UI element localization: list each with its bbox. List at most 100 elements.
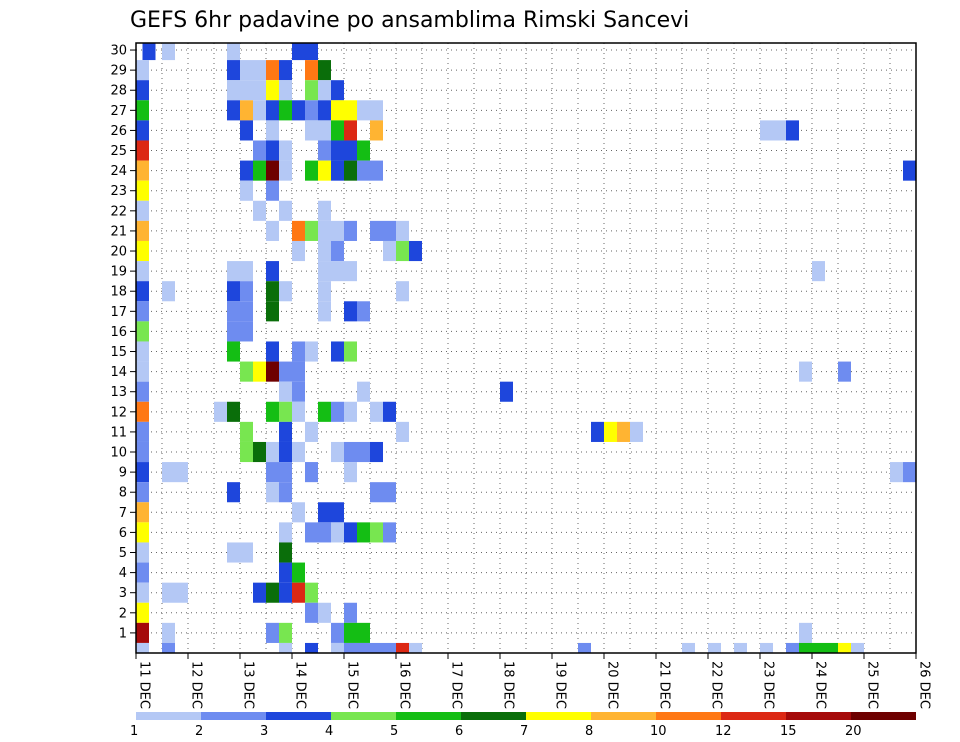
heatmap-cell: [344, 622, 357, 643]
heatmap-cell: [344, 441, 357, 463]
heatmap-cell: [279, 140, 292, 161]
heatmap-cell: [175, 462, 188, 483]
legend-label: 1: [130, 724, 138, 739]
heatmap-cell: [136, 401, 149, 422]
heatmap-cell: [318, 401, 331, 422]
x-tick-label: 26 DEC: [917, 661, 932, 709]
legend-color-swatch: [851, 712, 916, 720]
heatmap-cell: [227, 542, 240, 563]
y-tick-label: 8: [119, 486, 127, 501]
heatmap-cell: [370, 160, 383, 181]
heatmap-cell: [383, 642, 396, 653]
heatmap-cell: [396, 220, 409, 241]
heatmap-cell: [292, 361, 305, 382]
heatmap-cell: [617, 421, 630, 442]
heatmap-cell: [175, 582, 188, 603]
heatmap-cell: [136, 341, 149, 362]
heatmap-cell: [253, 140, 266, 161]
heatmap-cell: [396, 240, 409, 262]
heatmap-cell: [292, 502, 305, 523]
legend-label: 12: [715, 724, 732, 739]
heatmap-cell: [370, 482, 383, 503]
heatmap-cell: [253, 361, 266, 382]
heatmap-cell: [136, 602, 149, 623]
heatmap-cell: [318, 502, 331, 523]
y-tick-label: 12: [110, 405, 127, 420]
heatmap-cell: [357, 381, 370, 402]
heatmap-cell: [318, 60, 331, 81]
heatmap-cell: [240, 421, 253, 442]
y-tick-label: 21: [110, 224, 127, 239]
heatmap-cell: [136, 261, 149, 282]
heatmap-cell: [292, 220, 305, 241]
legend-color-swatch: [331, 712, 396, 720]
legend-color-swatch: [526, 712, 591, 720]
y-tick-label: 15: [110, 345, 127, 360]
heatmap-cell: [331, 502, 344, 523]
heatmap-cell: [136, 80, 149, 101]
heatmap-cell: [266, 462, 279, 483]
heatmap-cell: [279, 421, 292, 442]
legend-color-swatch: [266, 712, 331, 720]
heatmap-cell: [318, 200, 331, 221]
heatmap-cell: [357, 522, 370, 543]
heatmap-cell: [266, 301, 279, 322]
legend-color-swatch: [201, 712, 266, 720]
heatmap-cell: [227, 341, 240, 362]
legend-color-swatch: [591, 712, 656, 720]
x-axis-ticks: 11 DEC 12 DEC 13 DEC 14 DEC 15 DEC 16 DEC 17 D…: [135, 653, 932, 709]
x-tick-label: 20 DEC: [605, 661, 620, 709]
heatmap-cell: [253, 441, 266, 463]
heatmap-cell: [240, 80, 253, 101]
x-tick-label: 16 DEC: [397, 661, 412, 709]
heatmap-cell: [266, 80, 279, 101]
heatmap-cell: [266, 622, 279, 643]
heatmap-cell: [279, 542, 292, 563]
heatmap-cell: [357, 140, 370, 161]
heatmap-cell: [240, 100, 253, 121]
y-tick-label: 29: [110, 64, 127, 79]
heatmap-cell: [136, 462, 149, 483]
heatmap-cell: [331, 401, 344, 422]
heatmap-cell: [136, 522, 149, 543]
heatmap-cell: [331, 441, 344, 463]
heatmap-cell: [227, 43, 240, 61]
heatmap-cell: [279, 200, 292, 221]
y-tick-label: 10: [110, 446, 127, 461]
heatmap-cell: [383, 482, 396, 503]
heatmap-cell: [370, 401, 383, 422]
x-tick-label: 21 DEC: [657, 661, 672, 709]
heatmap-cell: [279, 381, 292, 402]
x-tick-label: 12 DEC: [189, 661, 204, 709]
heatmap-cell: [266, 361, 279, 382]
heatmap-cell: [396, 421, 409, 442]
y-tick-label: 27: [110, 104, 127, 119]
legend-label: 6: [455, 724, 463, 739]
heatmap-cell: [799, 622, 812, 643]
heatmap-cell: [136, 160, 149, 181]
heatmap-cell: [786, 642, 799, 653]
heatmap-cell: [344, 261, 357, 282]
heatmap-cell: [266, 140, 279, 161]
heatmap-cell: [240, 160, 253, 181]
heatmap-cell: [344, 220, 357, 241]
heatmap-cell: [331, 120, 344, 141]
heatmap-cell: [383, 220, 396, 241]
y-tick-label: 11: [110, 425, 127, 440]
heatmap-cell: [279, 642, 292, 653]
heatmap-cell: [630, 421, 643, 442]
heatmap-cell: [318, 281, 331, 302]
heatmap-cell: [162, 43, 175, 61]
y-tick-label: 3: [119, 586, 127, 601]
legend-color-swatch: [721, 712, 786, 720]
heatmap-cell: [292, 562, 305, 583]
heatmap-cell: [331, 341, 344, 362]
y-tick-label: 30: [110, 44, 127, 59]
heatmap-cell: [136, 542, 149, 563]
heatmap-cell: [292, 341, 305, 362]
heatmap-cell: [162, 462, 175, 483]
heatmap-cell: [305, 341, 318, 362]
legend-label: 5: [390, 724, 398, 739]
y-tick-label: 1: [119, 626, 127, 641]
